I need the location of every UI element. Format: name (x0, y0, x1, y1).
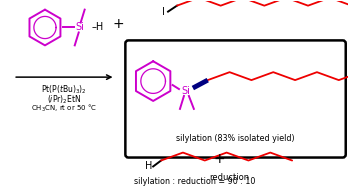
Text: silylation (83% isolated yield): silylation (83% isolated yield) (176, 134, 295, 143)
Text: +: + (214, 152, 225, 166)
Text: +: + (113, 16, 124, 31)
Text: Si: Si (181, 86, 190, 96)
Text: silylation : reduction = 90 : 10: silylation : reduction = 90 : 10 (134, 177, 255, 186)
Text: reduction: reduction (209, 173, 250, 182)
Text: H: H (144, 161, 152, 171)
Text: CH$_3$CN, rt or 50 °C: CH$_3$CN, rt or 50 °C (31, 103, 97, 114)
Text: Si: Si (75, 22, 84, 33)
FancyBboxPatch shape (125, 40, 346, 158)
Text: Pt(P($t$Bu)$_3$)$_2$: Pt(P($t$Bu)$_3$)$_2$ (42, 83, 87, 96)
Text: ($i$Pr)$_2$EtN: ($i$Pr)$_2$EtN (47, 93, 81, 105)
Text: –H: –H (92, 22, 104, 33)
Text: I: I (162, 7, 164, 17)
